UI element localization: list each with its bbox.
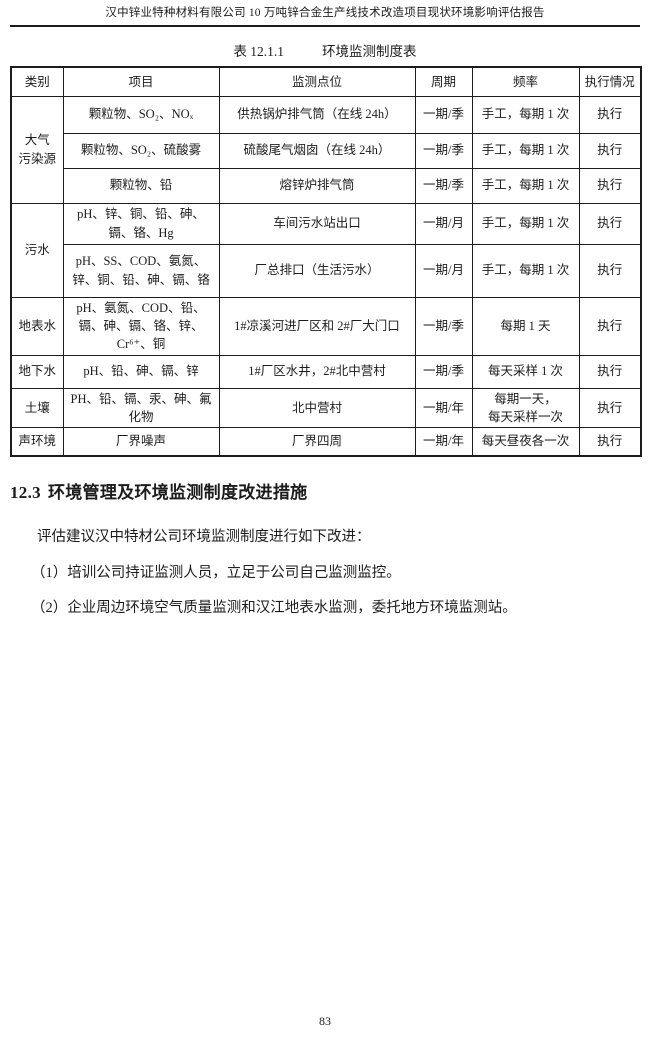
table-row: 颗粒物、铅 熔锌炉排气筒 一期/季 手工，每期 1 次 执行 [11,167,642,204]
cell-frequency: 每天采样 1 次 [471,354,580,389]
cell-status: 执行 [578,426,642,457]
table-row: pH、SS、COD、氨氮、锌、铜、铅、砷、镉、铬 厂总排口（生活污水） 一期/月… [11,243,642,298]
section-heading: 12.3 环境管理及环境监测制度改进措施 [10,478,640,503]
cell-category: 地表水 [10,296,64,356]
section-list-item: （1）培训公司持证监测人员，立足于公司自己监测监控。 [31,564,401,581]
cell-frequency: 每天昼夜各一次 [471,426,580,457]
cell-category: 地下水 [10,354,64,389]
cell-site: 厂总排口（生活污水） [218,243,416,298]
cell-site: 北中营村 [218,387,416,428]
table-header-row: 类别 项目 监测点位 周期 频率 执行情况 [10,66,642,97]
table-caption-label: 表 12.1.1 [233,44,285,59]
monitoring-schedule-table: 类别 项目 监测点位 周期 频率 执行情况 大气 污染源 颗粒物、SO₂、NOₓ… [10,66,642,458]
page-number: 83 [319,1014,331,1028]
table-row: 颗粒物、SO₂、硫酸雾 硫酸尾气烟囱（在线 24h） 一期/季 手工，每期 1 … [11,132,642,169]
table-row: 大气 污染源 颗粒物、SO₂、NOₓ 供热锅炉排气筒（在线 24h） 一期/季 … [10,95,642,204]
cell-period: 一期/季 [414,296,473,356]
cell-status: 执行 [578,243,642,298]
cell-item: PH、铅、镉、汞、砷、氟化物 [62,387,220,428]
cell-item: pH、SS、COD、氨氮、锌、铜、铅、砷、镉、铬 [62,243,220,298]
cell-frequency: 每期一天， 每天采样一次 [471,387,580,428]
cell-item: pH、锌、铜、铅、砷、镉、铬、Hg [62,202,220,245]
cell-site: 硫酸尾气烟囱（在线 24h） [218,132,416,169]
cell-item: pH、氨氮、COD、铅、镉、砷、镉、铬、锌、Cr⁶⁺、铜 [62,296,220,356]
cell-period: 一期/月 [414,243,473,298]
column-header-item: 项目 [62,66,220,97]
cell-period: 一期/月 [414,202,473,245]
cell-period: 一期/季 [414,167,473,204]
cell-period: 一期/年 [414,387,473,428]
column-header-frequency: 频率 [471,66,580,97]
cell-status: 执行 [578,296,642,356]
cell-category: 土壤 [10,387,64,428]
cell-status: 执行 [578,132,642,169]
cell-category: 大气 污染源 [10,95,64,204]
cell-status: 执行 [578,354,642,389]
column-header-category: 类别 [10,66,64,97]
cell-site: 厂界四周 [218,426,416,457]
cell-site: 供热锅炉排气筒（在线 24h） [218,95,416,134]
cell-category: 声环境 [10,426,64,457]
cell-site: 熔锌炉排气筒 [218,167,416,204]
cell-site: 车间污水站出口 [218,202,416,245]
section-title: 环境管理及环境监测制度改进措施 [47,483,308,503]
cell-item: 颗粒物、SO₂、NOₓ [62,95,220,134]
table-row: 污水 pH、锌、铜、铅、砷、镉、铬、Hg 车间污水站出口 一期/月 手工，每期 … [10,202,642,298]
cell-item: 颗粒物、SO₂、硫酸雾 [62,132,220,169]
table-row: 声环境 厂界噪声 厂界四周 一期/年 每天昼夜各一次 执行 [10,426,642,457]
running-header: 汉中锌业特种材料有限公司 10 万吨锌合金生产线技术改造项目现状环境影响评估报告 [10,0,640,27]
cell-site: 1#凉溪河进厂区和 2#厂大门口 [218,296,416,356]
cell-frequency: 每期 1 天 [471,296,580,356]
cell-item: pH、铅、砷、镉、锌 [62,354,220,389]
table-caption-title: 环境监测制度表 [322,44,417,59]
cell-period: 一期/季 [414,354,473,389]
cell-period: 一期/季 [414,95,473,134]
section-intro-paragraph: 评估建议汉中特材公司环境监测制度进行如下改进： [37,529,371,546]
cell-status: 执行 [578,202,642,245]
cell-item: 颗粒物、铅 [62,167,220,204]
section-number: 12.3 [10,483,41,503]
table-row: 地下水 pH、铅、砷、镉、锌 1#厂区水井，2#北中营村 一期/季 每天采样 1… [10,354,642,389]
cell-category: 污水 [10,202,64,298]
cell-item: 厂界噪声 [62,426,220,457]
cell-period: 一期/年 [414,426,473,457]
table-row: 地表水 pH、氨氮、COD、铅、镉、砷、镉、铬、锌、Cr⁶⁺、铜 1#凉溪河进厂… [10,296,642,356]
table-caption: 表 12.1.1 环境监测制度表 [10,40,640,60]
column-header-site: 监测点位 [218,66,416,97]
cell-status: 执行 [578,95,642,134]
cell-frequency: 手工，每期 1 次 [471,95,580,134]
cell-site: 1#厂区水井，2#北中营村 [218,354,416,389]
cell-frequency: 手工，每期 1 次 [471,132,580,169]
column-header-period: 周期 [414,66,473,97]
cell-frequency: 手工，每期 1 次 [471,202,580,245]
cell-frequency: 手工，每期 1 次 [471,167,580,204]
section-list-item: （2）企业周边环境空气质量监测和汉江地表水监测，委托地方环境监测站。 [31,600,517,617]
cell-status: 执行 [578,387,642,428]
cell-status: 执行 [578,167,642,204]
table-row: 土壤 PH、铅、镉、汞、砷、氟化物 北中营村 一期/年 每期一天， 每天采样一次… [10,387,642,428]
cell-frequency: 手工，每期 1 次 [471,243,580,298]
column-header-status: 执行情况 [578,66,642,97]
cell-period: 一期/季 [414,132,473,169]
